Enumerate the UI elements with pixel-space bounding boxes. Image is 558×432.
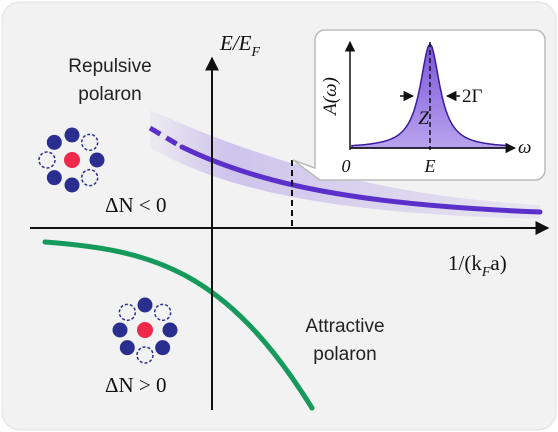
- inset-weight: Z: [418, 108, 429, 129]
- atom: [90, 153, 105, 168]
- repulsive-delta: ΔN < 0: [105, 193, 167, 217]
- y-label-sub: F: [251, 45, 261, 60]
- x-label-pre: 1/(k: [448, 251, 482, 275]
- repulsive-label: polaron: [78, 84, 141, 105]
- atom: [65, 128, 80, 143]
- impurity: [137, 322, 153, 338]
- inset-energy: E: [424, 156, 436, 176]
- atom: [163, 323, 178, 338]
- y-label-main: E/E: [219, 31, 252, 55]
- atom: [120, 340, 135, 355]
- page: {"axes": {"y_label": {"text": "E/E", "su…: [0, 0, 558, 432]
- x-label-sub: F: [481, 265, 491, 280]
- impurity: [64, 152, 80, 168]
- inset-x-label: ω: [518, 137, 531, 158]
- atom: [138, 298, 153, 313]
- atom: [65, 178, 80, 193]
- attractive-label: Attractive: [305, 316, 384, 337]
- atom: [47, 135, 62, 150]
- atom: [113, 323, 128, 338]
- attractive-delta: ΔN > 0: [105, 373, 167, 397]
- x-label-post: a): [490, 251, 506, 275]
- atom: [47, 170, 62, 185]
- inset-zero: 0: [342, 156, 351, 176]
- atom: [155, 340, 170, 355]
- attractive-label: polaron: [313, 344, 376, 365]
- diagram: E/EF 1/(kFa) Repulsive polaron ΔN < 0 At…: [0, 0, 558, 432]
- inset-y-label: A(ω): [320, 77, 341, 117]
- repulsive-label: Repulsive: [68, 56, 151, 77]
- inset-width: 2Γ: [462, 86, 483, 107]
